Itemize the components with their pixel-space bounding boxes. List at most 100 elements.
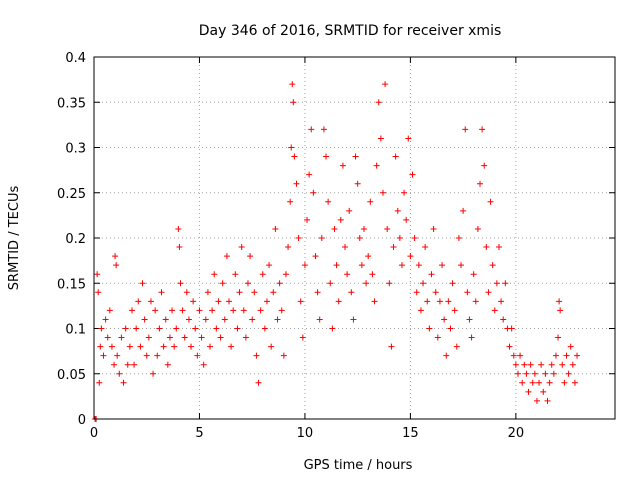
data-point bbox=[126, 343, 133, 350]
data-point bbox=[542, 370, 549, 377]
data-point bbox=[310, 189, 317, 196]
data-point bbox=[141, 316, 148, 323]
data-point bbox=[316, 316, 323, 323]
data-point bbox=[291, 153, 298, 160]
data-point bbox=[263, 298, 270, 305]
data-point bbox=[377, 135, 384, 142]
data-point bbox=[373, 162, 380, 169]
data-point bbox=[272, 225, 279, 232]
data-point bbox=[354, 180, 361, 187]
data-point bbox=[304, 216, 311, 223]
data-point bbox=[192, 325, 199, 332]
data-point bbox=[204, 289, 211, 296]
plot-frame bbox=[93, 56, 616, 420]
data-point bbox=[98, 325, 105, 332]
data-point bbox=[369, 271, 376, 278]
data-point bbox=[432, 289, 439, 296]
data-point bbox=[325, 198, 332, 205]
data-point bbox=[251, 289, 258, 296]
data-point bbox=[104, 334, 111, 341]
data-point bbox=[217, 334, 224, 341]
data-point bbox=[371, 298, 378, 305]
data-point bbox=[392, 153, 399, 160]
data-point bbox=[301, 262, 308, 269]
data-point bbox=[481, 162, 488, 169]
data-point bbox=[460, 207, 467, 214]
data-point bbox=[388, 343, 395, 350]
data-point bbox=[464, 289, 471, 296]
data-point bbox=[116, 370, 123, 377]
data-point bbox=[318, 235, 325, 241]
data-point bbox=[190, 298, 197, 305]
data-point bbox=[196, 307, 203, 314]
x-tick-label: 10 bbox=[297, 426, 314, 441]
data-point bbox=[453, 343, 460, 350]
data-point bbox=[477, 180, 484, 187]
data-point bbox=[160, 343, 167, 350]
data-point bbox=[135, 298, 142, 305]
data-point bbox=[124, 361, 131, 368]
data-point bbox=[382, 81, 389, 88]
data-point bbox=[108, 343, 115, 350]
data-point bbox=[211, 271, 218, 278]
data-point bbox=[379, 189, 386, 196]
data-point bbox=[288, 144, 295, 151]
data-point bbox=[120, 379, 127, 386]
data-point bbox=[563, 352, 570, 359]
data-point bbox=[557, 307, 564, 314]
data-point bbox=[556, 298, 563, 305]
data-point bbox=[221, 316, 228, 323]
data-point bbox=[365, 253, 372, 260]
data-point bbox=[407, 253, 414, 260]
data-point bbox=[268, 343, 275, 350]
data-point bbox=[137, 343, 144, 350]
data-point bbox=[276, 280, 283, 287]
y-tick-label: 0.1 bbox=[65, 323, 86, 338]
data-point bbox=[253, 352, 260, 359]
data-point bbox=[232, 271, 239, 278]
data-point bbox=[550, 370, 557, 377]
data-point bbox=[158, 289, 165, 296]
data-point bbox=[259, 271, 266, 278]
data-point bbox=[495, 244, 502, 251]
data-point bbox=[122, 325, 129, 332]
data-point bbox=[529, 379, 536, 386]
data-point bbox=[236, 289, 243, 296]
data-point bbox=[306, 171, 313, 178]
data-point bbox=[261, 325, 268, 332]
data-point bbox=[346, 207, 353, 214]
data-point bbox=[171, 343, 178, 350]
data-point bbox=[531, 370, 538, 377]
data-point bbox=[561, 379, 568, 386]
data-point bbox=[96, 379, 103, 386]
data-point bbox=[225, 298, 232, 305]
data-point bbox=[173, 325, 180, 332]
data-point bbox=[143, 352, 150, 359]
data-point bbox=[95, 289, 102, 296]
data-point bbox=[417, 307, 424, 314]
data-point bbox=[133, 325, 140, 332]
data-point bbox=[282, 271, 289, 278]
data-point bbox=[430, 225, 437, 232]
data-point bbox=[479, 126, 486, 133]
data-point bbox=[358, 262, 365, 269]
data-point bbox=[455, 235, 462, 241]
grid bbox=[94, 57, 615, 419]
data-point bbox=[169, 307, 176, 314]
data-point bbox=[270, 289, 277, 296]
data-point bbox=[451, 307, 458, 314]
data-point bbox=[548, 361, 555, 368]
data-point bbox=[517, 352, 524, 359]
data-point bbox=[375, 99, 382, 106]
data-point bbox=[527, 361, 534, 368]
data-point bbox=[290, 99, 297, 106]
data-point bbox=[312, 253, 319, 260]
data-point bbox=[185, 316, 192, 323]
data-point bbox=[94, 271, 101, 278]
y-tick-label: 0.2 bbox=[65, 232, 86, 247]
data-point bbox=[100, 352, 107, 359]
data-point bbox=[102, 316, 109, 323]
data-point bbox=[113, 262, 120, 269]
x-tick-label: 15 bbox=[402, 426, 419, 441]
